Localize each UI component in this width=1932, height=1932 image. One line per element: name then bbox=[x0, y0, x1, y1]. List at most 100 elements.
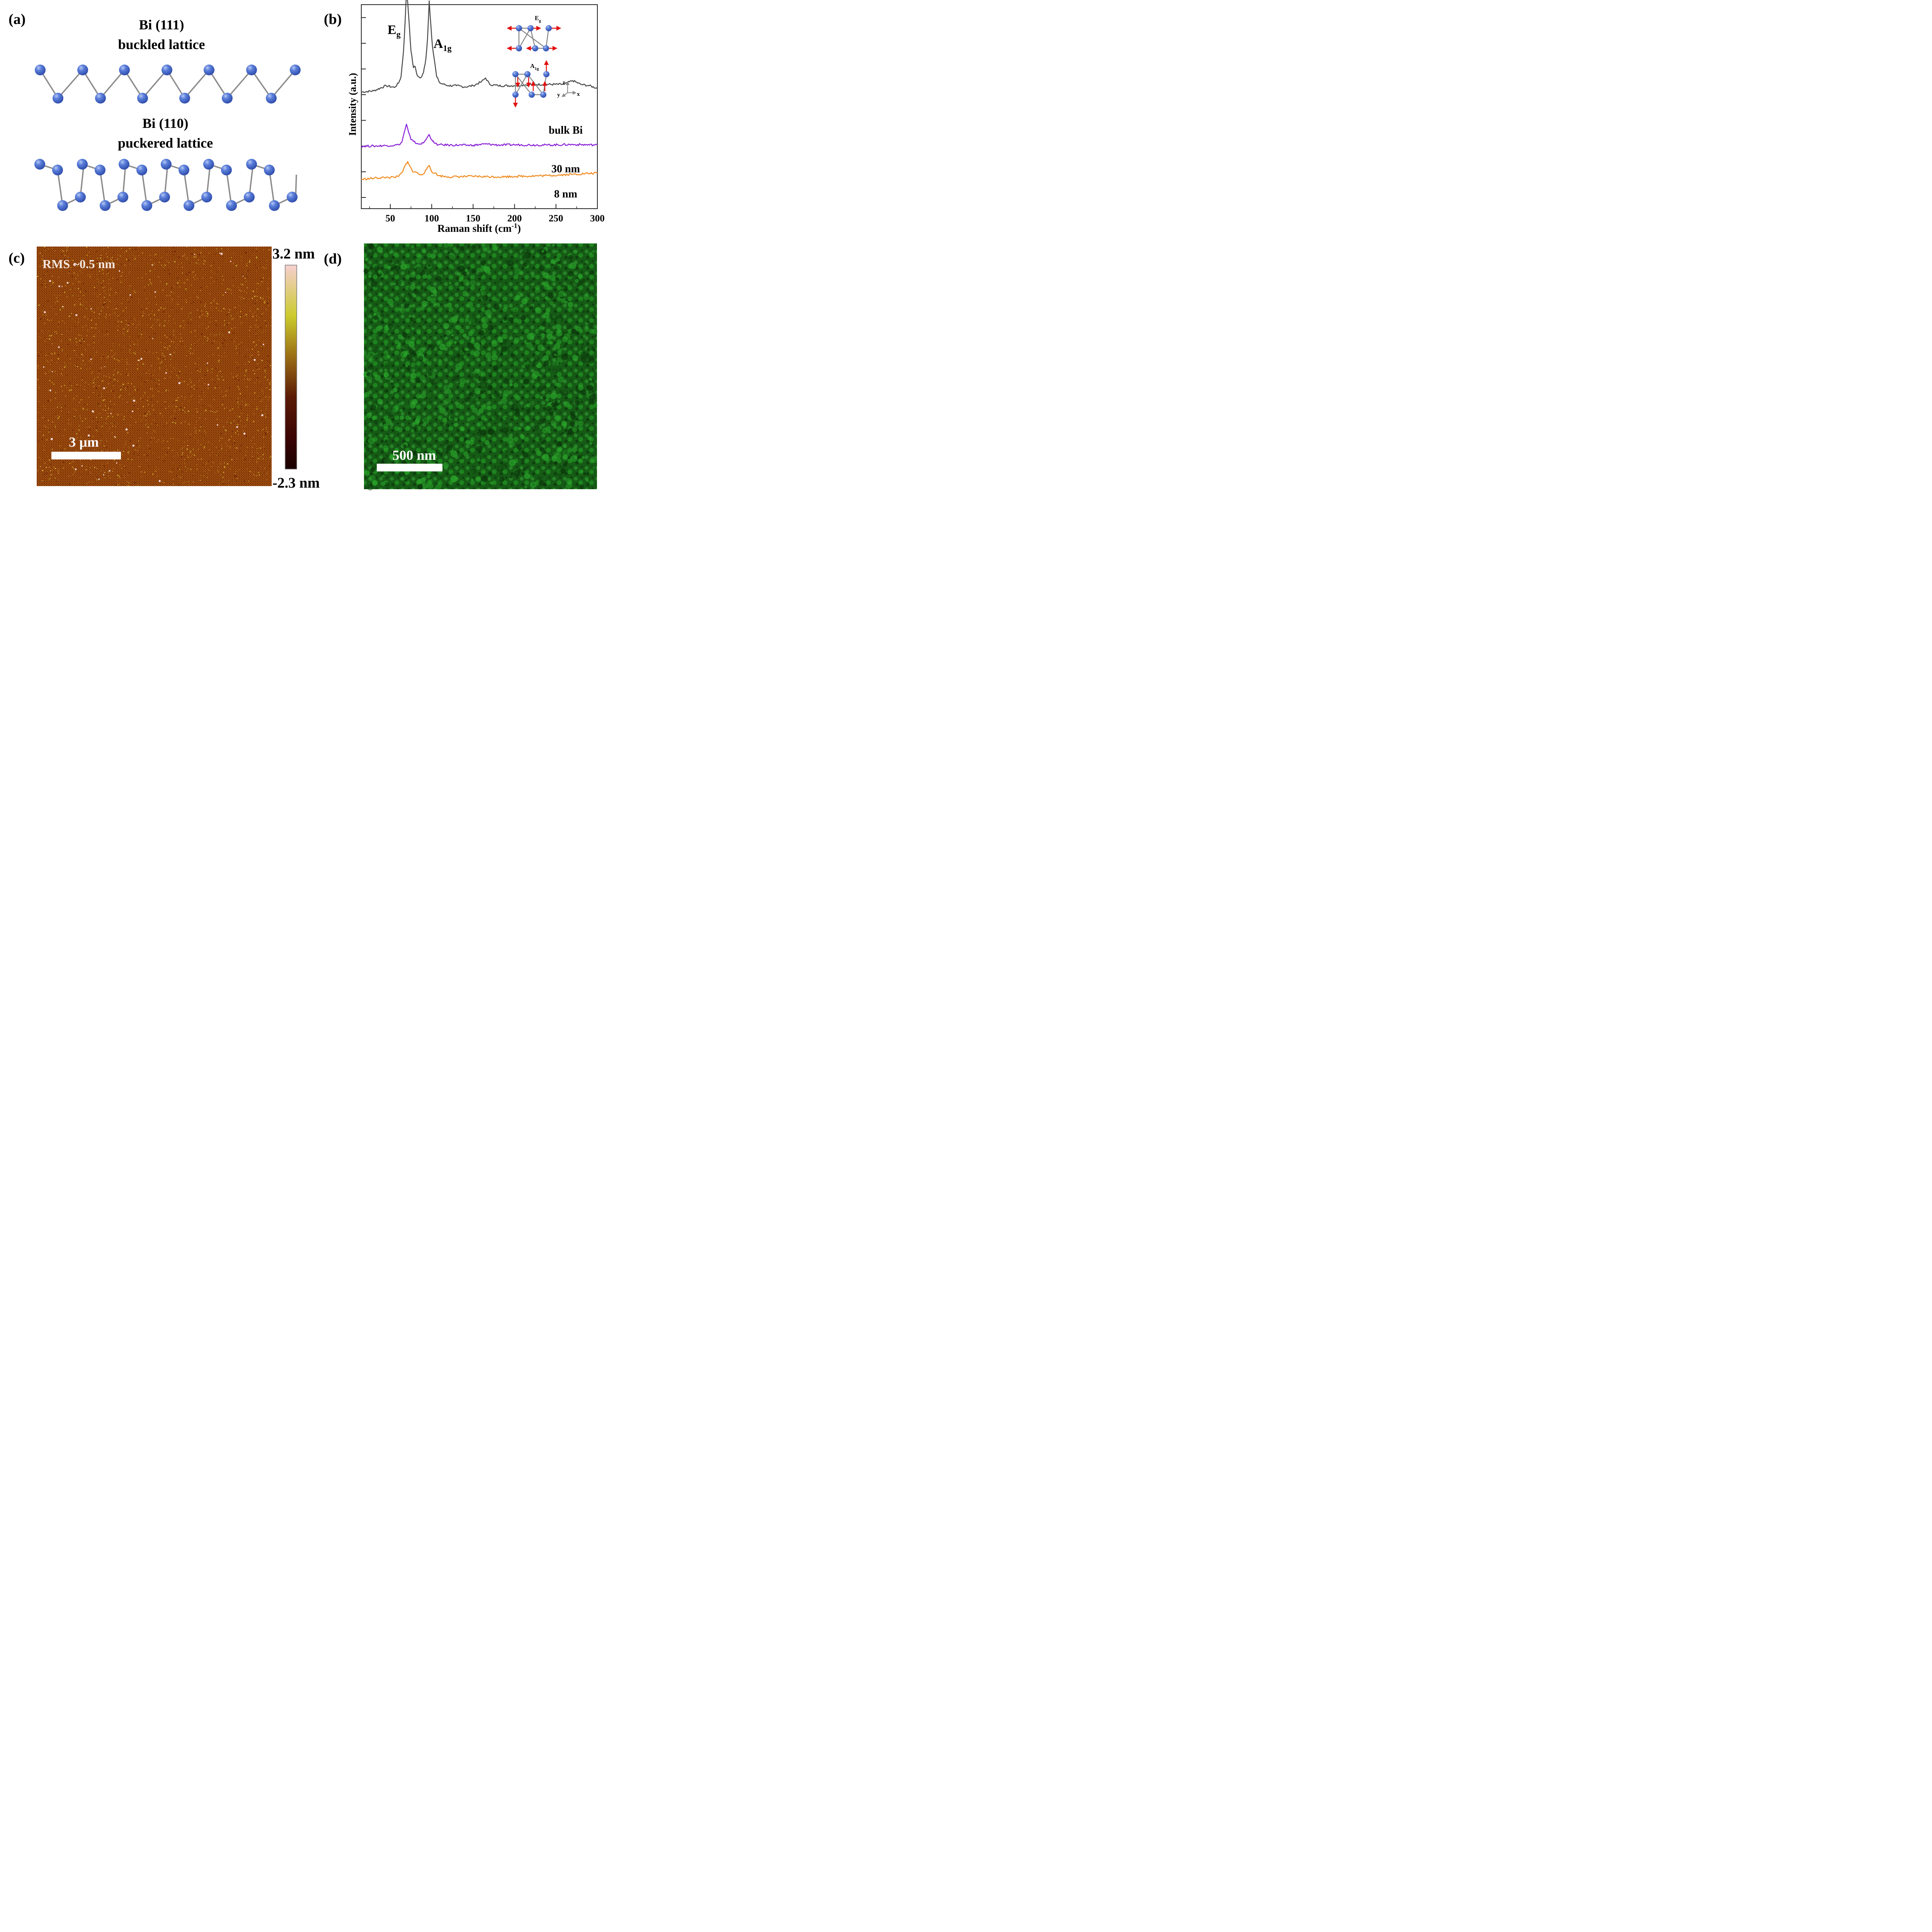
afm-grain bbox=[198, 364, 199, 365]
green-grain bbox=[431, 379, 437, 385]
afm-grain bbox=[235, 378, 236, 380]
green-grain bbox=[387, 298, 394, 305]
afm-grain bbox=[228, 312, 230, 313]
x-tick-label: 300 bbox=[590, 213, 605, 224]
afm-grain bbox=[122, 310, 123, 311]
green-grain bbox=[498, 476, 505, 482]
afm-grain bbox=[194, 289, 195, 290]
afm-grain bbox=[242, 285, 243, 286]
afm-grain bbox=[123, 328, 124, 330]
afm-grain bbox=[162, 353, 163, 354]
afm-grain bbox=[203, 475, 204, 477]
green-grain bbox=[556, 441, 562, 447]
afm-grain bbox=[221, 448, 223, 449]
afm-grain bbox=[113, 385, 114, 386]
green-grain bbox=[572, 447, 577, 452]
afm-grain bbox=[192, 475, 194, 476]
afm-scale-bar-label: 3 μm bbox=[69, 434, 99, 450]
green-grain bbox=[430, 450, 436, 457]
afm-grain bbox=[90, 467, 91, 468]
green-grain bbox=[561, 284, 568, 292]
afm-grain bbox=[222, 256, 223, 257]
afm-grain bbox=[261, 430, 262, 431]
afm-grain bbox=[233, 420, 235, 422]
green-grain bbox=[561, 354, 568, 361]
afm-grain bbox=[149, 411, 150, 412]
green-grain bbox=[485, 310, 492, 316]
green-grain bbox=[588, 358, 594, 364]
afm-grain bbox=[83, 341, 85, 342]
afm-grain bbox=[191, 386, 193, 388]
green-grain bbox=[475, 398, 479, 401]
afm-grain bbox=[75, 326, 77, 327]
afm-grain bbox=[78, 288, 79, 289]
afm-grain bbox=[44, 337, 46, 338]
afm-grain bbox=[123, 475, 124, 476]
green-grain bbox=[550, 384, 554, 387]
afm-grain bbox=[248, 481, 249, 482]
afm-grain bbox=[221, 248, 223, 249]
afm-grain bbox=[259, 330, 260, 332]
afm-grain bbox=[44, 283, 45, 284]
green-grain bbox=[487, 325, 494, 331]
afm-grain bbox=[256, 379, 257, 381]
green-grain bbox=[466, 430, 470, 434]
afm-grain bbox=[141, 309, 142, 310]
afm-grain bbox=[128, 485, 129, 486]
afm-grain bbox=[142, 280, 143, 281]
afm-grain bbox=[114, 404, 115, 405]
bi-atom bbox=[100, 200, 111, 211]
afm-grain bbox=[66, 355, 68, 356]
afm-grain bbox=[186, 274, 187, 275]
green-grain bbox=[594, 335, 597, 338]
green-grain bbox=[562, 390, 568, 396]
green-grain bbox=[478, 377, 481, 381]
green-grain bbox=[367, 365, 373, 371]
afm-grain bbox=[225, 395, 226, 396]
green-grain bbox=[436, 340, 440, 345]
afm-grain bbox=[160, 362, 161, 364]
afm-grain bbox=[214, 254, 216, 255]
green-grain bbox=[519, 255, 523, 259]
afm-grain bbox=[128, 383, 129, 384]
green-grain bbox=[398, 473, 403, 477]
afm-grain bbox=[204, 446, 205, 448]
green-grain bbox=[422, 248, 426, 253]
afm-grain bbox=[128, 373, 129, 374]
afm-grain bbox=[260, 346, 262, 347]
afm-grain bbox=[254, 399, 255, 400]
afm-grain bbox=[265, 323, 266, 324]
afm-grain bbox=[246, 265, 248, 266]
y-axis-label: Intensity (a.u.) bbox=[347, 73, 358, 136]
afm-grain bbox=[99, 443, 101, 444]
green-grain bbox=[422, 300, 428, 307]
afm-grain bbox=[108, 408, 109, 409]
afm-particle bbox=[125, 428, 128, 431]
green-grain bbox=[372, 333, 378, 339]
green-grain bbox=[474, 388, 481, 395]
green-grain bbox=[543, 281, 549, 287]
afm-grain bbox=[214, 473, 215, 474]
afm-grain bbox=[87, 404, 88, 405]
afm-grain bbox=[134, 389, 136, 390]
afm-grain bbox=[216, 334, 217, 335]
afm-grain bbox=[229, 439, 230, 440]
green-grain bbox=[398, 427, 403, 432]
afm-grain bbox=[43, 434, 44, 436]
afm-grain bbox=[114, 397, 116, 398]
afm-grain bbox=[181, 454, 183, 455]
afm-grain bbox=[97, 296, 98, 297]
green-grain bbox=[558, 447, 562, 451]
afm-grain bbox=[47, 361, 48, 362]
afm-grain bbox=[169, 345, 170, 347]
afm-grain bbox=[75, 278, 77, 279]
afm-grain bbox=[191, 344, 192, 345]
afm-grain bbox=[204, 305, 206, 307]
green-grain bbox=[583, 294, 590, 300]
afm-grain bbox=[259, 261, 260, 262]
green-grain bbox=[468, 331, 473, 336]
green-grain bbox=[472, 408, 478, 413]
bi-atom bbox=[226, 200, 237, 211]
afm-grain bbox=[60, 250, 61, 251]
afm-grain bbox=[246, 318, 247, 320]
